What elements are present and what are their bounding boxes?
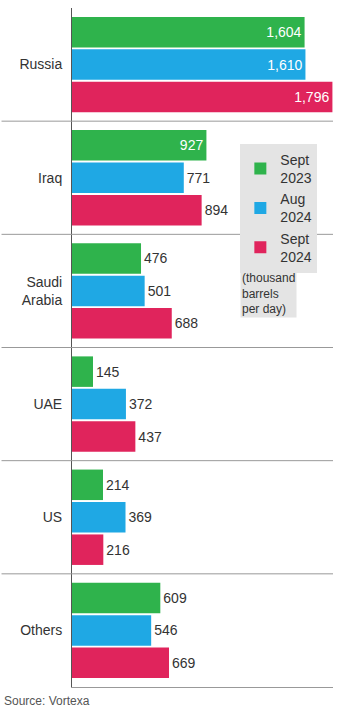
svg-text:SaudiArabia: SaudiArabia <box>22 274 63 308</box>
svg-text:Iraq: Iraq <box>38 170 62 186</box>
svg-text:669: 669 <box>172 655 196 671</box>
svg-text:US: US <box>43 509 62 525</box>
svg-text:771: 771 <box>187 170 211 186</box>
svg-text:214: 214 <box>106 477 130 493</box>
svg-text:1,796: 1,796 <box>294 89 329 105</box>
svg-text:437: 437 <box>138 429 162 445</box>
svg-text:894: 894 <box>205 202 229 218</box>
svg-text:Others: Others <box>20 622 62 638</box>
svg-text:372: 372 <box>129 396 153 412</box>
svg-text:Sept2024: Sept2024 <box>280 231 311 265</box>
svg-text:476: 476 <box>144 250 168 266</box>
svg-text:Russia: Russia <box>19 56 62 72</box>
svg-text:UAE: UAE <box>33 396 62 412</box>
svg-text:145: 145 <box>96 364 120 380</box>
svg-text:Source: Vortexa: Source: Vortexa <box>4 694 90 708</box>
svg-text:369: 369 <box>129 509 153 525</box>
svg-text:688: 688 <box>175 315 199 331</box>
svg-text:216: 216 <box>106 542 130 558</box>
svg-text:609: 609 <box>163 590 187 606</box>
svg-text:1,610: 1,610 <box>267 57 302 73</box>
svg-text:Aug2024: Aug2024 <box>280 191 311 225</box>
svg-text:(thousandbarrelsper day): (thousandbarrelsper day) <box>242 271 295 316</box>
svg-text:Sept2023: Sept2023 <box>280 152 311 186</box>
svg-text:501: 501 <box>148 283 172 299</box>
svg-text:1,604: 1,604 <box>266 24 301 40</box>
svg-text:927: 927 <box>180 137 204 153</box>
svg-text:546: 546 <box>154 622 178 638</box>
